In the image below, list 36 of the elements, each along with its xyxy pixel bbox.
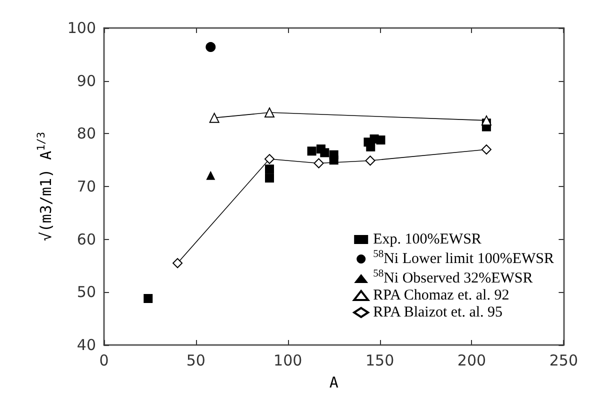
point: [172, 258, 183, 268]
point: [264, 164, 274, 174]
point: [314, 158, 324, 168]
y-tick-label: 80: [76, 124, 96, 143]
legend-label: RPA Chomaz et. al. 92: [373, 288, 510, 304]
point: [481, 144, 492, 155]
point: [264, 154, 274, 164]
y-tick-label: 100: [67, 19, 96, 37]
point: [209, 112, 220, 123]
y-axis-title: √(m3/m1) A1/3: [36, 132, 55, 242]
point: [329, 156, 338, 165]
point: [264, 174, 274, 183]
x-tick-label: 0: [99, 352, 109, 370]
point: [307, 146, 316, 156]
point: [365, 156, 376, 166]
y-tick-label: 40: [76, 336, 96, 354]
point: [144, 294, 153, 304]
x-tick-label: 100: [274, 352, 302, 370]
point: [320, 148, 330, 158]
y-tick-label: 90: [76, 72, 96, 90]
legend-label: RPA Blaizot et. al. 95: [373, 304, 503, 320]
x-tick-label: 200: [457, 352, 486, 370]
x-axis-title: A: [329, 374, 338, 392]
point: [206, 170, 216, 180]
legend-label: Exp. 100%EWSR: [373, 232, 482, 248]
x-tick-label: 50: [186, 352, 206, 370]
x-tick-label: 250: [549, 352, 578, 370]
y-tick-label: 70: [76, 178, 96, 196]
point: [264, 108, 274, 118]
y-tick-label: 60: [76, 230, 96, 248]
point: [481, 115, 492, 126]
x-tick-label: 150: [365, 352, 394, 370]
point: [376, 136, 386, 145]
y-tick-label: 50: [76, 283, 96, 302]
point: [366, 142, 376, 152]
point: [206, 42, 216, 52]
